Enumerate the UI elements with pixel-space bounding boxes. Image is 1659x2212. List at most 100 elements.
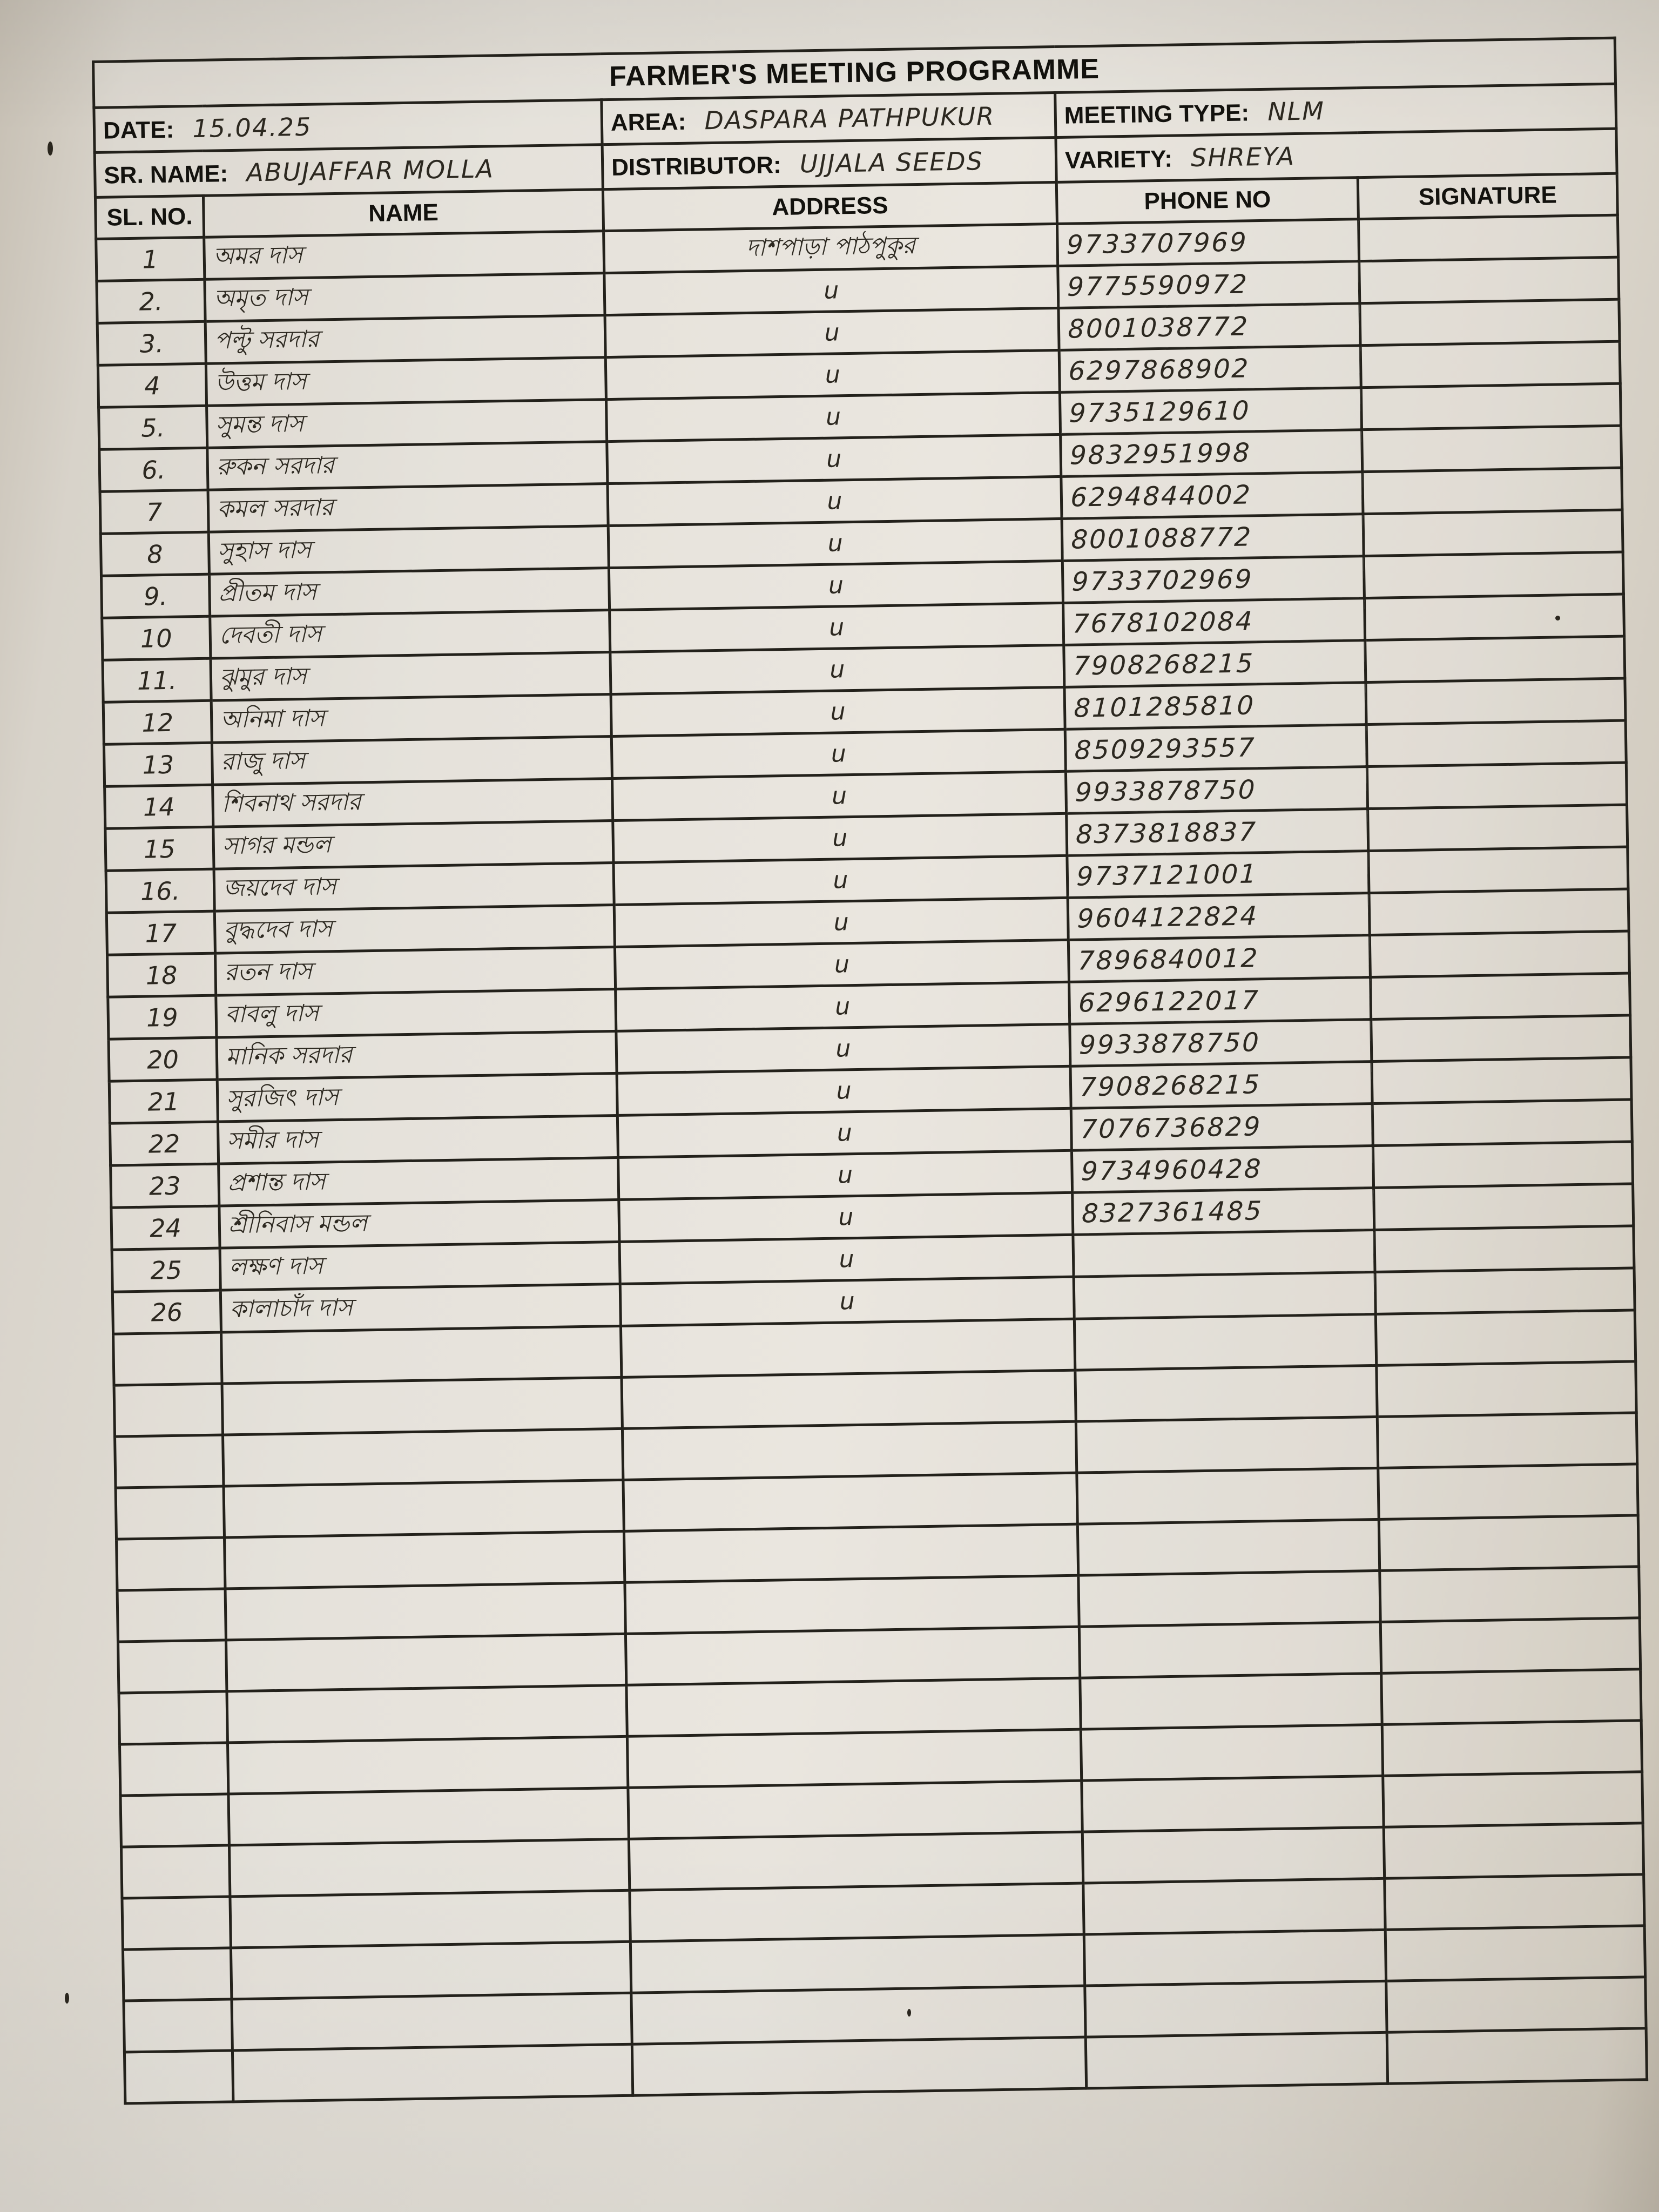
phone-cell <box>1073 1272 1377 1319</box>
name-cell: শিবনাথ সরদার <box>212 778 613 827</box>
signature-cell <box>1377 1412 1637 1468</box>
meeting-type-label: MEETING TYPE: <box>1064 99 1250 129</box>
sl-no-cell: 21 <box>109 1080 218 1124</box>
name-cell: রাজু দাস <box>212 736 612 785</box>
date-value: 15.04.25 <box>192 112 312 144</box>
signature-cell <box>1382 1771 1643 1827</box>
address-cell: u <box>609 603 1064 652</box>
address-cell: u <box>618 1192 1073 1242</box>
area-value: DASPARA PATHPUKUR <box>704 101 995 136</box>
signature-cell <box>1382 1720 1642 1776</box>
phone-cell: 9933878750 <box>1069 1019 1372 1067</box>
signature-cell <box>1373 1183 1634 1230</box>
distributor-value: UJJALA SEEDS <box>799 146 984 179</box>
name-cell: প্রীতম দাস <box>209 568 610 617</box>
area-cell: AREA: DASPARA PATHPUKUR <box>601 92 1056 145</box>
name-cell <box>223 1480 624 1537</box>
name-cell: কমল সরদার <box>208 483 609 532</box>
phone-cell: 7908268215 <box>1070 1061 1373 1109</box>
sl-no-cell: 4 <box>98 363 207 408</box>
signature-cell <box>1380 1617 1641 1674</box>
sl-no-cell: 13 <box>104 743 213 787</box>
name-cell <box>226 1634 626 1691</box>
sl-no-cell <box>121 1845 230 1899</box>
phone-cell <box>1075 1365 1378 1422</box>
name-cell: শ্রীনিবাস মন্ডল <box>219 1199 619 1249</box>
name-cell <box>231 1993 632 2051</box>
header-name: NAME <box>203 189 604 238</box>
phone-cell: 9733707969 <box>1056 219 1360 266</box>
signature-cell <box>1376 1361 1637 1417</box>
phone-cell <box>1084 1930 1386 1986</box>
address-cell: u <box>614 898 1069 947</box>
sl-no-cell <box>122 1896 231 1950</box>
sl-no-cell: 17 <box>106 911 215 955</box>
name-cell: অমৃত দাস <box>204 273 605 322</box>
name-cell: লক্ষণ দাস <box>220 1242 621 1291</box>
variety-value: SHREYA <box>1190 141 1296 173</box>
name-cell <box>226 1685 628 1743</box>
address-cell <box>624 1575 1080 1634</box>
name-cell <box>231 1941 631 1999</box>
sl-no-cell: 12 <box>103 700 212 745</box>
phone-cell: 9734960428 <box>1071 1145 1374 1193</box>
form-sheet: FARMER'S MEETING PROGRAMME DATE: 15.04.2… <box>92 37 1647 2105</box>
signature-cell <box>1370 930 1630 977</box>
sl-no-cell <box>119 1742 228 1796</box>
phone-cell <box>1078 1570 1381 1627</box>
name-cell: ঝুমুর দাস <box>210 652 611 701</box>
distributor-label: DISTRIBUTOR: <box>611 151 782 181</box>
signature-cell <box>1366 720 1627 767</box>
address-cell <box>631 1986 1086 2045</box>
name-cell: সুহাস দাস <box>208 525 609 575</box>
signature-cell <box>1367 763 1627 809</box>
signature-cell <box>1379 1515 1639 1571</box>
signature-cell <box>1370 973 1630 1020</box>
address-cell: u <box>612 771 1067 821</box>
name-cell: দেবতী দাস <box>210 610 610 659</box>
name-cell <box>228 1788 629 1845</box>
name-cell <box>224 1531 625 1589</box>
signature-cell <box>1363 510 1623 556</box>
address-cell: দাশপাড়া পাঠপুকুর <box>603 224 1058 273</box>
header-phone-no: PHONE NO <box>1056 177 1359 224</box>
sl-no-cell: 2. <box>96 279 206 323</box>
ink-speck <box>1555 616 1560 621</box>
sl-no-cell: 16. <box>106 869 215 913</box>
phone-cell <box>1077 1519 1380 1576</box>
meeting-type-cell: MEETING TYPE: NLM <box>1055 84 1616 138</box>
signature-cell <box>1367 805 1628 851</box>
name-cell: কালাচাঁদ দাস <box>220 1284 621 1333</box>
address-cell: u <box>609 561 1063 610</box>
phone-cell: 9933878750 <box>1065 766 1368 814</box>
sl-no-cell <box>120 1793 230 1847</box>
phone-cell <box>1076 1468 1379 1525</box>
name-cell: উত্তম দাস <box>206 357 606 406</box>
header-address: ADDRESS <box>603 182 1057 231</box>
sl-no-cell: 15 <box>105 827 214 871</box>
signature-cell <box>1385 1925 1645 1981</box>
date-label: DATE: <box>103 116 174 144</box>
signature-cell <box>1358 215 1618 261</box>
name-cell: প্রশান্ত দাস <box>218 1157 619 1206</box>
phone-cell <box>1081 1776 1384 1832</box>
address-cell <box>629 1832 1083 1891</box>
phone-cell: 8001038772 <box>1058 303 1361 350</box>
sl-no-cell <box>116 1537 225 1591</box>
phone-cell: 6296122017 <box>1068 977 1372 1024</box>
signature-cell <box>1387 2028 1647 2084</box>
phone-cell: 9775590972 <box>1057 261 1360 308</box>
area-label: AREA: <box>610 108 686 136</box>
address-cell <box>621 1319 1075 1378</box>
address-cell: u <box>605 350 1060 400</box>
phone-cell: 8101285810 <box>1064 682 1367 730</box>
sl-no-cell <box>123 1999 233 2053</box>
address-cell: u <box>610 645 1064 694</box>
address-cell <box>632 2037 1087 2096</box>
signature-cell <box>1361 426 1622 472</box>
address-cell <box>628 1781 1083 1839</box>
sl-no-cell: 22 <box>110 1122 219 1166</box>
sl-no-cell: 19 <box>107 995 217 1040</box>
phone-cell: 7076736829 <box>1070 1103 1374 1151</box>
